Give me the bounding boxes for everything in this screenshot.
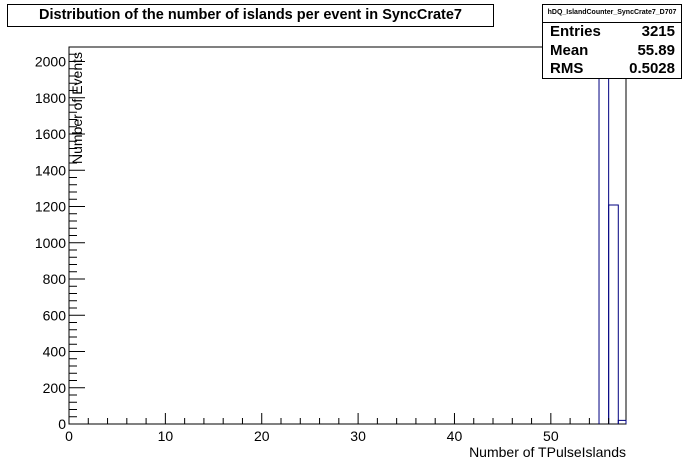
y-tick-label: 400 (43, 344, 67, 360)
x-tick-label: 50 (543, 428, 559, 444)
x-tick-label: 0 (65, 428, 73, 444)
stats-box: hDQ_IslandCounter_SyncCrate7_D707 Entrie… (542, 4, 682, 79)
stats-rms-value: 0.5028 (629, 60, 675, 77)
chart-title: Distribution of the number of islands pe… (7, 4, 494, 27)
y-tick-label: 1800 (35, 90, 66, 106)
stats-rms-label: RMS (550, 60, 584, 77)
plot-frame (68, 46, 627, 425)
histogram-bin-0 (598, 46, 610, 424)
x-tick-label: 40 (447, 428, 463, 444)
stats-entries-value: 3215 (641, 23, 675, 40)
y-tick-label: 0 (58, 416, 66, 432)
x-tick-label: 10 (158, 428, 174, 444)
y-tick-label: 1200 (35, 199, 66, 215)
y-axis-label: Number of Events (69, 52, 85, 164)
stats-row-mean: Mean 55.89 (543, 42, 681, 61)
x-axis-label: Number of TPulseIslands (469, 444, 626, 460)
stats-row-rms: RMS 0.5028 (543, 60, 681, 79)
stats-row-entries: Entries 3215 (543, 23, 681, 42)
y-tick-label: 800 (43, 271, 67, 287)
stats-histogram-name: hDQ_IslandCounter_SyncCrate7_D707 (543, 5, 681, 23)
histogram-bin-1 (608, 204, 619, 424)
y-tick-label: 200 (43, 380, 67, 396)
stats-mean-label: Mean (550, 41, 589, 59)
y-tick-label: 1000 (35, 235, 66, 251)
x-tick-label: 20 (254, 428, 270, 444)
y-tick-label: 2000 (35, 54, 66, 70)
stats-mean-value: 55.89 (637, 41, 675, 59)
y-tick-label: 600 (43, 307, 67, 323)
stats-entries-label: Entries (550, 23, 601, 40)
x-tick-label: 30 (350, 428, 366, 444)
histogram-bin-2 (617, 419, 627, 424)
y-tick-label: 1400 (35, 162, 66, 178)
y-tick-label: 1600 (35, 126, 66, 142)
